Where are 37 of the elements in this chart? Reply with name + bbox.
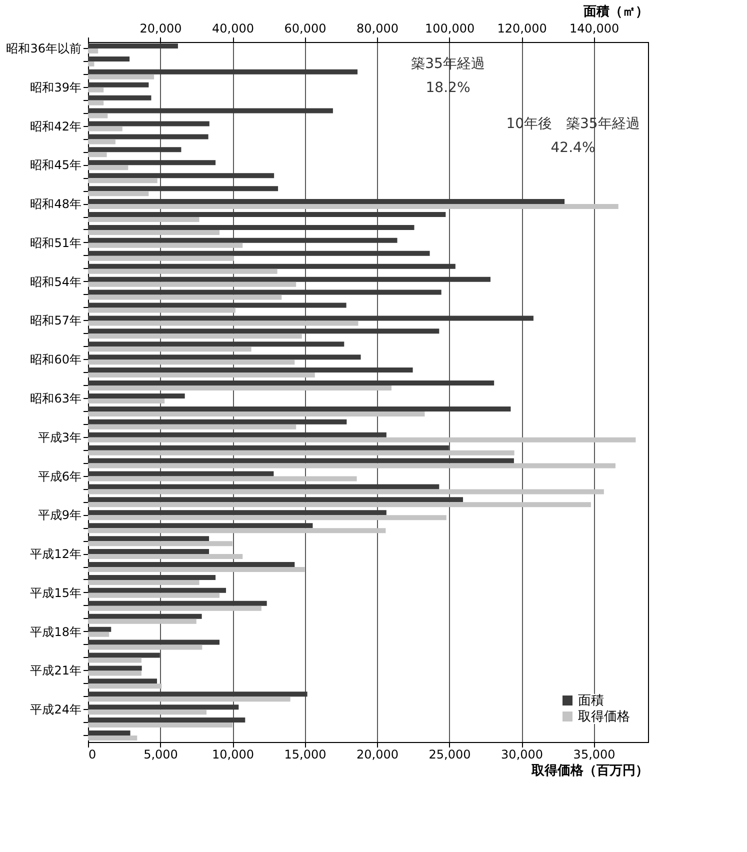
y-tick-label: 昭和42年 xyxy=(30,119,82,134)
x2-tick-label: 20,000 xyxy=(140,22,182,36)
x2-tick-label: 40,000 xyxy=(212,22,254,36)
x-tick-label: 30,000 xyxy=(501,748,544,762)
y-tick-label: 平成6年 xyxy=(38,469,82,484)
y-tick-label: 昭和39年 xyxy=(30,80,82,94)
y-tick-label: 平成3年 xyxy=(38,430,82,444)
x-tick-label: 10,000 xyxy=(212,748,254,762)
y-tick-label: 昭和60年 xyxy=(30,352,82,367)
x2-axis-title: 面積（㎡） xyxy=(582,4,648,20)
x2-tick-label: 60,000 xyxy=(284,22,326,36)
y-tick-label: 昭和36年以前 xyxy=(6,41,82,56)
y-tick-label: 昭和45年 xyxy=(30,158,82,172)
y-tick-label: 昭和51年 xyxy=(30,236,82,250)
x-tick-label: 5,000 xyxy=(144,748,178,762)
y-tick-label: 平成24年 xyxy=(30,702,82,717)
x2-tick-label: 140,000 xyxy=(569,22,620,36)
x2-tick-label: 100,000 xyxy=(424,22,475,36)
x-tick-label: 25,000 xyxy=(428,748,471,762)
x-tick-label: 0 xyxy=(88,748,96,762)
x2-tick-label: 120,000 xyxy=(497,22,547,36)
y-tick-label: 平成15年 xyxy=(30,586,82,600)
y-tick-label: 平成12年 xyxy=(30,547,82,562)
y-tick-label: 平成21年 xyxy=(30,664,82,678)
x-axis-title: 取得価格（百万円） xyxy=(530,764,648,778)
y-tick-label: 昭和57年 xyxy=(30,314,82,328)
x-tick-label: 15,000 xyxy=(284,748,326,762)
x-tick-label: 35,000 xyxy=(573,748,616,762)
x2-tick-label: 80,000 xyxy=(356,22,399,36)
y-tick-label: 平成9年 xyxy=(38,508,82,522)
legend-label: 面積 xyxy=(578,694,604,708)
x-tick-label: 20,000 xyxy=(356,748,399,762)
y-tick-label: 昭和63年 xyxy=(30,391,82,406)
y-tick-label: 昭和48年 xyxy=(30,197,82,212)
y-tick-label: 平成18年 xyxy=(30,624,82,639)
legend-label: 取得価格 xyxy=(578,710,630,724)
y-tick-label: 昭和54年 xyxy=(30,274,82,289)
